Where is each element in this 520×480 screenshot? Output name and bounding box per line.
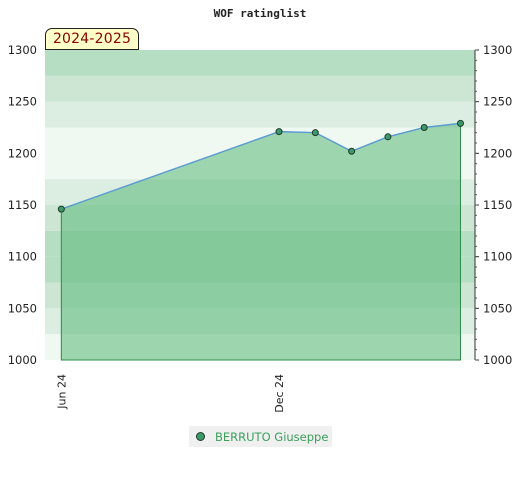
legend[interactable]: BERRUTO Giuseppe: [189, 426, 332, 447]
y-tick-label-right: 1100: [483, 250, 512, 264]
data-point: [275, 128, 283, 136]
data-point: [456, 119, 464, 127]
y-tick-label-left: 1250: [8, 95, 37, 109]
data-point: [420, 124, 428, 131]
y-tick-label-left: 1200: [8, 146, 37, 160]
data-point: [311, 129, 319, 137]
x-axis: Jun 24 Dec 24: [55, 374, 286, 413]
legend-series-label: BERRUTO Giuseppe: [215, 429, 329, 444]
y-tick-label-right: 1050: [483, 301, 512, 315]
x-tick-label: Jun 24: [55, 374, 68, 410]
y-tick-label-left: 1150: [8, 198, 37, 212]
season-label: 2024-2025: [45, 28, 139, 50]
y-tick-label-right: 1000: [483, 353, 512, 367]
y-tick-label-left: 1300: [8, 43, 37, 57]
chart-title: WOF ratinglist: [214, 7, 307, 20]
data-points: [57, 119, 464, 213]
y-tick-label-left: 1000: [8, 353, 37, 367]
data-point: [384, 133, 392, 141]
y-tick-label-right: 1200: [483, 146, 512, 160]
x-tick-label: Dec 24: [273, 374, 286, 413]
data-point: [348, 147, 356, 155]
grid-band: [45, 101, 475, 128]
y-axis-right: 1000 1050 1100 1150 1200 1250 1300: [474, 43, 512, 367]
y-tick-label-left: 1050: [8, 301, 37, 315]
y-axis-left: 1000 1050 1100 1150 1200 1250 1300: [8, 43, 37, 367]
y-tick-label-right: 1300: [483, 43, 512, 57]
legend-marker: [196, 432, 205, 441]
data-point: [57, 205, 65, 213]
grid-band: [45, 75, 475, 102]
grid-band: [45, 50, 475, 76]
y-tick-label-right: 1150: [483, 198, 512, 212]
y-tick-label-left: 1100: [8, 250, 37, 264]
y-tick-label-right: 1250: [483, 95, 512, 109]
